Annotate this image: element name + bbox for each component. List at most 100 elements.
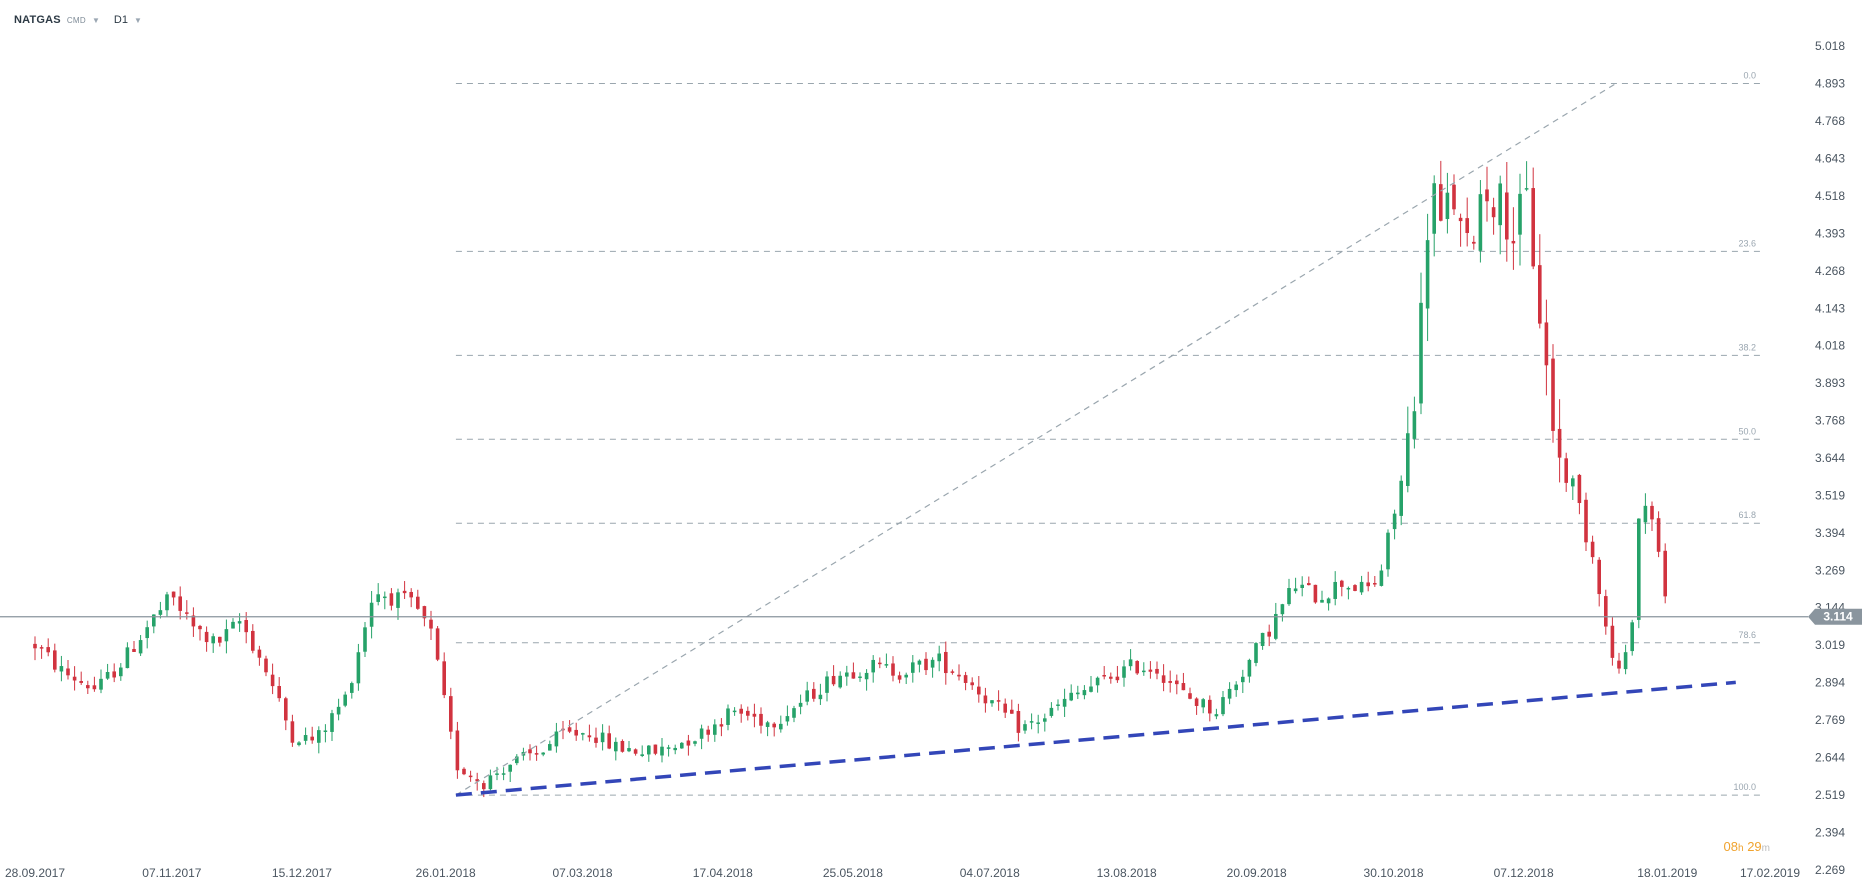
candle-body xyxy=(818,694,823,700)
countdown-minutes: 29 xyxy=(1747,839,1762,854)
candle-body xyxy=(350,683,354,693)
x-tick-label: 20.09.2018 xyxy=(1227,866,1287,880)
y-tick-label: 3.893 xyxy=(1815,376,1845,390)
candle-body xyxy=(686,740,691,746)
current-price-tag xyxy=(1808,608,1862,625)
candle-body xyxy=(541,752,545,755)
candle-body xyxy=(673,747,677,751)
candle-body xyxy=(1201,699,1205,708)
candle-body xyxy=(759,713,763,726)
candle-body xyxy=(1168,681,1172,683)
candle-body xyxy=(145,627,149,639)
support-trendline xyxy=(455,680,1736,797)
candle-body xyxy=(1260,632,1265,646)
candle-body xyxy=(594,737,598,743)
y-tick-label: 2.769 xyxy=(1815,713,1845,727)
candle-body xyxy=(1478,194,1483,251)
y-tick-label: 4.393 xyxy=(1815,226,1845,240)
candle-body xyxy=(1353,585,1357,591)
candle-body xyxy=(897,675,902,680)
candle-body xyxy=(1082,690,1087,696)
y-tick-label: 4.643 xyxy=(1815,151,1845,165)
y-tick-label: 2.394 xyxy=(1815,826,1845,840)
candle-body xyxy=(970,682,974,686)
candle-body xyxy=(1175,680,1179,685)
symbol-dropdown-icon[interactable]: ▼ xyxy=(91,15,100,25)
candle-body xyxy=(554,731,559,747)
candle-body xyxy=(1630,622,1634,652)
candle-body xyxy=(812,688,816,699)
candle-body xyxy=(1069,692,1073,701)
candle-body xyxy=(1524,188,1529,190)
x-tick-label: 17.02.2019 xyxy=(1740,866,1800,880)
candle-body xyxy=(1439,184,1443,221)
y-tick-label: 2.894 xyxy=(1815,676,1845,690)
symbol-label[interactable]: NATGAS xyxy=(14,14,61,26)
candle-body xyxy=(1564,458,1568,483)
candle-body xyxy=(845,672,849,677)
candle-body xyxy=(1373,583,1377,585)
fib-level-label: 100.0 xyxy=(1733,782,1756,792)
candle-body xyxy=(501,773,506,775)
timeframe-dropdown-icon[interactable]: ▼ xyxy=(133,15,142,25)
candle-body xyxy=(462,768,466,775)
candle-body xyxy=(1320,599,1324,603)
candle-body xyxy=(719,724,724,727)
candle-body xyxy=(1109,676,1113,679)
candle-body xyxy=(53,650,57,670)
y-tick-label: 4.143 xyxy=(1815,301,1845,315)
candle-body xyxy=(297,742,301,746)
x-tick-label: 25.05.2018 xyxy=(823,866,883,880)
candle-body xyxy=(383,596,387,599)
timeframe-label[interactable]: D1 xyxy=(113,14,128,26)
candle-body xyxy=(204,631,209,643)
candle-body xyxy=(416,596,420,609)
candle-body xyxy=(264,658,268,673)
candle-body xyxy=(904,674,908,678)
price-axis: 5.018 4.893 4.768 4.643 4.518 4.393 4.268 4.143… xyxy=(1815,39,1845,877)
candle-body xyxy=(1498,183,1502,226)
candle-body xyxy=(581,733,585,735)
candle-body xyxy=(1003,703,1007,713)
candle-body xyxy=(851,672,856,679)
candle-body xyxy=(1188,693,1192,699)
candle-body xyxy=(1650,505,1654,520)
candle-body xyxy=(1557,428,1562,458)
candle-body xyxy=(1399,480,1403,516)
candle-body xyxy=(191,615,196,627)
candle-body xyxy=(1465,218,1469,234)
candle-body xyxy=(805,690,809,702)
candle-body xyxy=(1142,670,1146,673)
candle-body xyxy=(785,716,790,722)
candle-body xyxy=(1122,666,1126,678)
candle-body xyxy=(950,671,955,673)
candle-body xyxy=(66,668,70,676)
candle-body xyxy=(79,681,83,683)
x-tick-label: 07.11.2017 xyxy=(142,866,201,880)
candle-body xyxy=(1313,584,1318,603)
candle-body xyxy=(277,685,281,699)
candle-body xyxy=(600,732,605,743)
candle-body xyxy=(422,606,427,619)
candle-body xyxy=(1115,676,1120,681)
y-tick-label: 5.018 xyxy=(1815,39,1845,53)
candle-body xyxy=(653,744,658,754)
current-price-label: 3.114 xyxy=(1823,610,1853,624)
current-price-marker: 3.114 xyxy=(0,608,1862,625)
candle-body xyxy=(1241,676,1245,683)
y-tick-label: 3.768 xyxy=(1815,414,1845,428)
candle-body xyxy=(1076,692,1080,695)
candle-body xyxy=(977,686,981,695)
x-tick-label: 17.04.2018 xyxy=(693,866,753,880)
candle-body xyxy=(1584,499,1588,543)
candle-body xyxy=(1346,587,1351,590)
candle-body xyxy=(257,649,262,658)
candle-body xyxy=(317,730,321,743)
candle-body xyxy=(548,744,552,751)
candle-body xyxy=(396,592,400,608)
candle-body xyxy=(468,775,473,778)
candle-body xyxy=(105,672,110,679)
candle-body xyxy=(1095,677,1100,686)
candle-body xyxy=(706,729,710,735)
